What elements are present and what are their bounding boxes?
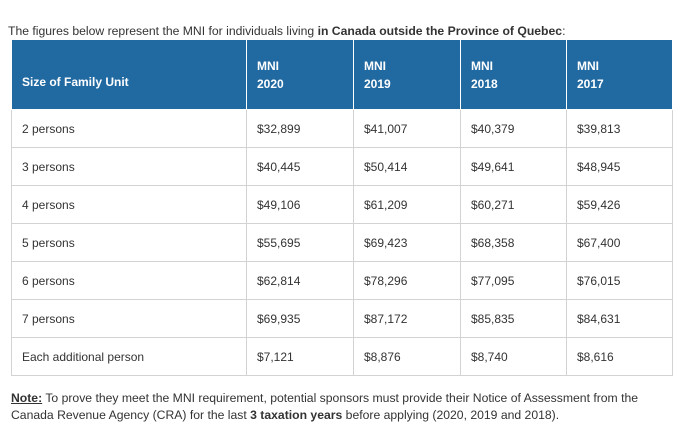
- table-row: 7 persons $69,935 $87,172 $85,835 $84,63…: [11, 299, 673, 338]
- header-mni-2018: MNI 2018: [460, 39, 567, 110]
- family-size-cell: Each additional person: [11, 337, 247, 376]
- mni-2020-cell: $62,814: [246, 261, 354, 300]
- note-label: Note:: [11, 391, 43, 406]
- mni-2017-cell: $59,426: [566, 185, 673, 224]
- mni-2020-cell: $7,121: [246, 337, 354, 376]
- mni-2017-cell: $39,813: [566, 109, 673, 148]
- mni-2018-cell: $85,835: [460, 299, 567, 338]
- note-text-end: before applying (2020, 2019 and 2018).: [342, 408, 560, 423]
- mni-2018-cell: $8,740: [460, 337, 567, 376]
- table-row: 5 persons $55,695 $69,423 $68,358 $67,40…: [11, 223, 673, 262]
- header-year: 2017: [577, 76, 604, 91]
- mni-table-body: 2 persons $32,899 $41,007 $40,379 $39,81…: [11, 109, 673, 376]
- header-year: 2019: [364, 76, 391, 91]
- table-row: 2 persons $32,899 $41,007 $40,379 $39,81…: [11, 109, 673, 148]
- intro-suffix: :: [562, 24, 566, 39]
- mni-2019-cell: $61,209: [353, 185, 461, 224]
- header-mni-2017: MNI 2017: [566, 39, 673, 110]
- table-row: 3 persons $40,445 $50,414 $49,641 $48,94…: [11, 147, 673, 186]
- family-size-cell: 5 persons: [11, 223, 247, 262]
- header-mni-label: MNI: [364, 58, 386, 73]
- family-size-cell: 2 persons: [11, 109, 247, 148]
- mni-2018-cell: $68,358: [460, 223, 567, 262]
- mni-2018-cell: $77,095: [460, 261, 567, 300]
- family-size-cell: 3 persons: [11, 147, 247, 186]
- mni-2017-cell: $76,015: [566, 261, 673, 300]
- header-year: 2020: [257, 76, 284, 91]
- intro-paragraph: The figures below represent the MNI for …: [8, 23, 672, 39]
- family-size-cell: 7 persons: [11, 299, 247, 338]
- intro-bold-location: in Canada outside the Province of Quebec: [317, 24, 563, 39]
- mni-2017-cell: $8,616: [566, 337, 673, 376]
- note-paragraph: Note: To prove they meet the MNI require…: [11, 390, 673, 424]
- family-size-cell: 6 persons: [11, 261, 247, 300]
- table-row: 6 persons $62,814 $78,296 $77,095 $76,01…: [11, 261, 673, 300]
- header-row: Size of Family Unit MNI 2020 MNI 2019 MN…: [11, 39, 673, 110]
- mni-2019-cell: $41,007: [353, 109, 461, 148]
- mni-table: Size of Family Unit MNI 2020 MNI 2019 MN…: [11, 39, 673, 376]
- mni-2017-cell: $67,400: [566, 223, 673, 262]
- table-row: 4 persons $49,106 $61,209 $60,271 $59,42…: [11, 185, 673, 224]
- mni-2018-cell: $40,379: [460, 109, 567, 148]
- note-text-start: To prove they meet the MNI requirement, …: [11, 391, 639, 423]
- mni-2019-cell: $87,172: [353, 299, 461, 338]
- mni-table-header: Size of Family Unit MNI 2020 MNI 2019 MN…: [11, 39, 673, 110]
- header-mni-2019: MNI 2019: [353, 39, 461, 110]
- mni-2020-cell: $40,445: [246, 147, 354, 186]
- mni-2017-cell: $48,945: [566, 147, 673, 186]
- mni-2020-cell: $49,106: [246, 185, 354, 224]
- mni-2019-cell: $50,414: [353, 147, 461, 186]
- header-mni-2020: MNI 2020: [246, 39, 354, 110]
- header-size-of-family-unit: Size of Family Unit: [11, 39, 247, 110]
- mni-2020-cell: $69,935: [246, 299, 354, 338]
- mni-2017-cell: $84,631: [566, 299, 673, 338]
- mni-2019-cell: $69,423: [353, 223, 461, 262]
- intro-prefix: The figures below represent the MNI for …: [8, 24, 318, 39]
- header-year: 2018: [471, 76, 498, 91]
- mni-2020-cell: $55,695: [246, 223, 354, 262]
- mni-2018-cell: $49,641: [460, 147, 567, 186]
- family-size-cell: 4 persons: [11, 185, 247, 224]
- note-bold-taxation-years: 3 taxation years: [250, 408, 343, 423]
- mni-2019-cell: $8,876: [353, 337, 461, 376]
- table-row: Each additional person $7,121 $8,876 $8,…: [11, 337, 673, 376]
- header-mni-label: MNI: [471, 58, 493, 73]
- header-mni-label: MNI: [577, 58, 599, 73]
- header-mni-label: MNI: [257, 58, 279, 73]
- mni-2020-cell: $32,899: [246, 109, 354, 148]
- mni-2019-cell: $78,296: [353, 261, 461, 300]
- mni-2018-cell: $60,271: [460, 185, 567, 224]
